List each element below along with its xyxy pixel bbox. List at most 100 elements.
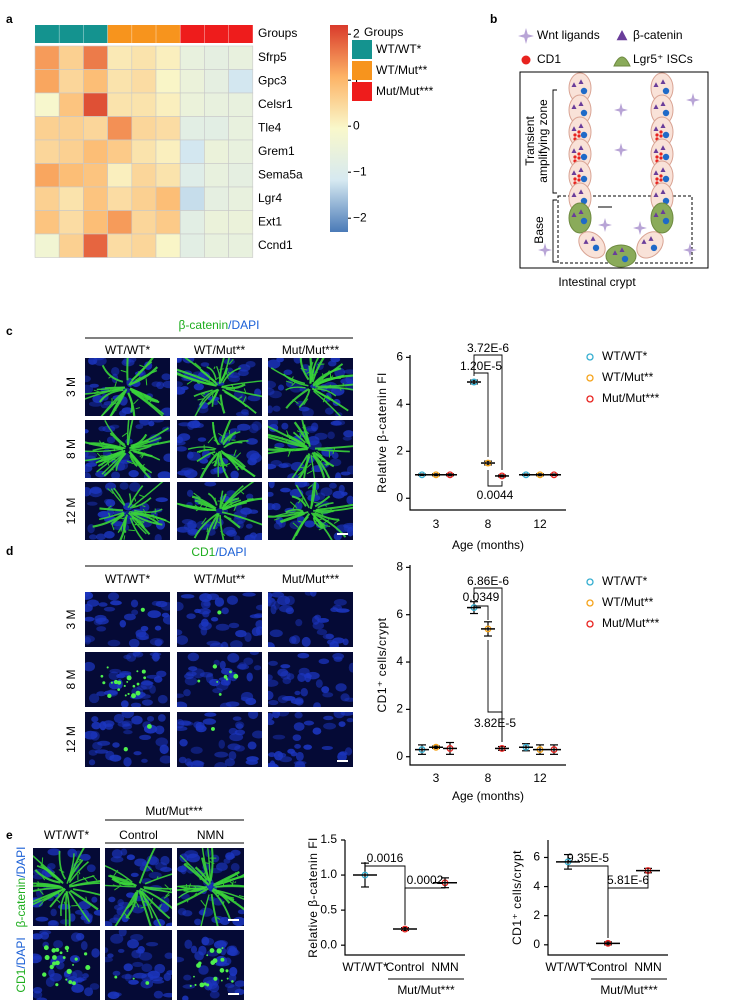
nucleus bbox=[138, 694, 151, 699]
axes bbox=[409, 355, 566, 511]
nucleus bbox=[86, 864, 96, 873]
nucleus bbox=[106, 436, 116, 444]
nucleus bbox=[187, 520, 197, 530]
y-tick-label: 0 bbox=[533, 937, 540, 951]
y-tick-label: 4 bbox=[396, 654, 403, 668]
nucleus bbox=[131, 609, 139, 616]
beta-catenin-signal bbox=[33, 889, 62, 903]
beta-catenin-icon bbox=[571, 82, 577, 87]
beta-catenin-branch bbox=[313, 501, 321, 505]
beta-catenin-signal bbox=[98, 511, 124, 521]
cd1-spot bbox=[59, 951, 63, 955]
beta-catenin-branch bbox=[297, 468, 305, 476]
wnt-ligand bbox=[683, 243, 697, 257]
nucleus bbox=[291, 635, 301, 645]
beta-catenin-signal bbox=[280, 513, 305, 524]
x-tick-label: WT/WT* bbox=[545, 960, 591, 974]
y-tick-label: 2 bbox=[396, 702, 403, 716]
stem-cell bbox=[568, 202, 592, 234]
cell-nucleus bbox=[580, 175, 588, 183]
beta-catenin-branch bbox=[37, 887, 44, 895]
nucleus bbox=[47, 848, 61, 856]
heatmap-cell bbox=[131, 45, 157, 70]
nucleus bbox=[126, 652, 137, 662]
nucleus bbox=[147, 715, 155, 722]
nucleus bbox=[91, 948, 100, 958]
nucleus bbox=[107, 639, 121, 647]
nucleus bbox=[280, 664, 291, 669]
cd1-spot bbox=[220, 957, 225, 962]
stem-cell bbox=[605, 244, 637, 268]
nucleus bbox=[300, 688, 308, 697]
zone-label: Base bbox=[532, 216, 546, 244]
beta-catenin-branch bbox=[50, 873, 55, 878]
cd1-spot bbox=[106, 666, 109, 669]
y-tick-label: 0 bbox=[396, 490, 403, 504]
nucleus bbox=[135, 629, 147, 638]
beta-catenin-signal bbox=[209, 848, 214, 882]
beta-catenin-icon bbox=[578, 79, 584, 84]
micrograph bbox=[33, 848, 100, 926]
beta-catenin-icon bbox=[571, 126, 577, 131]
nucleus bbox=[121, 974, 134, 980]
nucleus bbox=[268, 660, 278, 666]
nucleus bbox=[334, 472, 342, 478]
nucleus bbox=[149, 976, 163, 982]
beta-catenin-signal bbox=[100, 442, 126, 450]
heatmap-cell bbox=[155, 45, 181, 70]
nucleus bbox=[205, 884, 213, 889]
cd1-spot bbox=[43, 945, 49, 951]
nucleus bbox=[306, 671, 320, 680]
nucleus bbox=[177, 386, 186, 395]
beta-catenin-branch bbox=[185, 884, 188, 891]
beta-catenin-branch bbox=[287, 450, 291, 457]
nucleus bbox=[141, 758, 148, 763]
beta-catenin-signal bbox=[143, 887, 172, 894]
heatmap-cell bbox=[204, 139, 229, 164]
nucleus bbox=[161, 612, 170, 618]
axes bbox=[547, 840, 668, 956]
cd1-dot bbox=[577, 156, 581, 160]
nucleus bbox=[271, 592, 285, 598]
beta-catenin-branch bbox=[227, 879, 234, 885]
legend-marker bbox=[586, 578, 594, 586]
beta-catenin-signal bbox=[110, 488, 126, 507]
nucleus bbox=[237, 423, 251, 431]
nucleus bbox=[85, 375, 91, 383]
nucleus bbox=[268, 491, 274, 497]
legend-label: WT/WT* bbox=[376, 42, 422, 56]
beta-catenin-signal bbox=[127, 392, 136, 416]
nucleus bbox=[149, 684, 156, 694]
nucleus bbox=[244, 534, 256, 540]
heatmap-cell bbox=[204, 45, 229, 70]
beta-catenin-signal bbox=[33, 855, 64, 883]
beta-catenin-signal bbox=[119, 517, 128, 540]
micrograph bbox=[85, 592, 170, 647]
column-label: WT/Mut** bbox=[194, 572, 246, 586]
nucleus bbox=[236, 723, 244, 730]
nucleus bbox=[200, 362, 210, 367]
nucleus bbox=[232, 916, 244, 926]
nucleus bbox=[104, 690, 118, 696]
nucleus bbox=[270, 604, 277, 615]
nucleus bbox=[123, 757, 132, 767]
zone-label: Transient bbox=[523, 116, 537, 166]
nucleus bbox=[294, 690, 301, 696]
beta-catenin-signal bbox=[143, 886, 172, 890]
axes bbox=[409, 565, 566, 766]
nucleus bbox=[205, 673, 214, 684]
nucleus bbox=[103, 606, 116, 612]
nucleus bbox=[162, 615, 170, 625]
beta-catenin-signal bbox=[223, 514, 241, 529]
nucleus bbox=[229, 966, 238, 977]
nucleus bbox=[343, 369, 353, 374]
heatmap-cell bbox=[179, 45, 205, 70]
beta-catenin-branch bbox=[143, 441, 149, 445]
nucleus bbox=[233, 535, 241, 540]
cd1-spot bbox=[127, 692, 130, 696]
nucleus bbox=[177, 701, 188, 707]
nucleus bbox=[164, 952, 172, 959]
p-value: 3.82E-5 bbox=[474, 716, 516, 730]
row-label: Sema5a bbox=[258, 167, 303, 181]
p-value: 0.0349 bbox=[463, 590, 500, 604]
